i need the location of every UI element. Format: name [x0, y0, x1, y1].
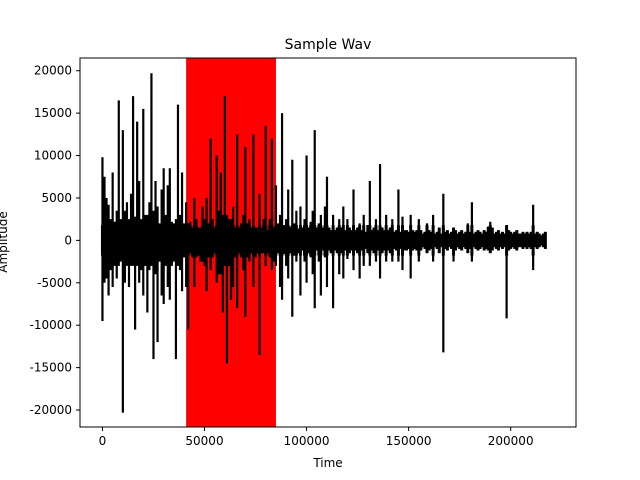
y-tick-label: 5000	[41, 191, 72, 205]
y-axis-ticks: -20000 -15000 -10000 -5000 0 5000 10000 15000 20…	[29, 64, 80, 417]
y-axis-label: Amplitude	[0, 211, 10, 273]
plot-frame	[79, 57, 577, 428]
y-tick-label: -5000	[37, 276, 72, 290]
x-axis-label: Time	[312, 456, 342, 470]
waveform-core-0	[100, 225, 547, 256]
x-tick-label: 50000	[185, 434, 223, 448]
x-tick-label: 200000	[488, 434, 534, 448]
y-tick-label: -10000	[29, 318, 72, 332]
y-tick-label: -15000	[29, 361, 72, 375]
x-axis-ticks: 0 50000 100000 150000 200000	[99, 427, 534, 448]
y-tick-label: 0	[64, 233, 72, 247]
y-tick-label: -20000	[29, 403, 72, 417]
chart-title: Sample Wav	[285, 37, 372, 53]
y-tick-label: 20000	[34, 64, 72, 78]
x-tick-label: 150000	[386, 434, 432, 448]
y-tick-label: 15000	[34, 106, 72, 120]
waveform-series-layer	[100, 73, 547, 413]
x-tick-label: 100000	[284, 434, 330, 448]
y-tick-label: 10000	[34, 149, 72, 163]
x-tick-label: 0	[99, 434, 107, 448]
